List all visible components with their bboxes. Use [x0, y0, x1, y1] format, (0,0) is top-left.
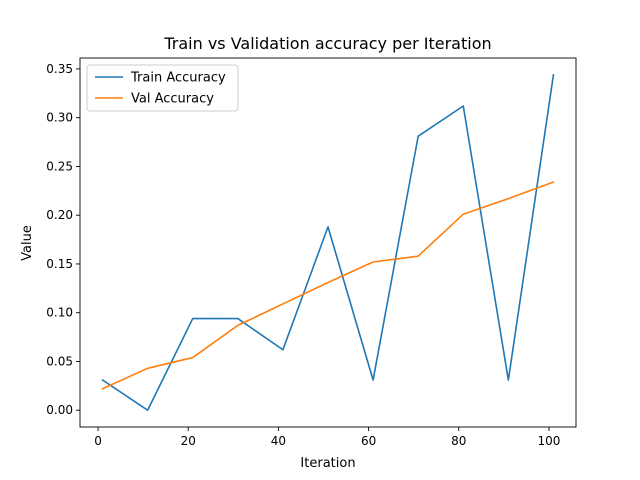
x-axis-label: Iteration — [300, 456, 355, 471]
x-tick-label: 40 — [271, 434, 286, 448]
series-line-1 — [101, 73, 555, 412]
legend-label-1: Train Accuracy — [130, 71, 226, 86]
y-tick-label: 0.15 — [46, 257, 73, 271]
x-tick-label: 80 — [451, 434, 466, 448]
y-tick-label: 0.20 — [46, 208, 73, 222]
x-tick-label: 20 — [181, 434, 196, 448]
y-tick-label: 0.05 — [46, 354, 73, 368]
y-tick-label: 0.30 — [46, 111, 73, 125]
axes-frame — [79, 57, 577, 428]
y-tick-label: 0.10 — [46, 306, 73, 320]
legend-label-2: Val Accuracy — [131, 92, 214, 107]
x-tick-label: 100 — [537, 434, 560, 448]
y-tick-label: 0.25 — [46, 159, 73, 173]
y-tick-label: 0.00 — [46, 403, 73, 417]
series-line-2 — [101, 181, 555, 390]
legend-box — [86, 64, 239, 112]
chart-title: Train vs Validation accuracy per Iterati… — [163, 34, 491, 53]
y-axis-label: Value — [20, 225, 35, 261]
plot-area — [101, 73, 555, 412]
x-tick-label: 0 — [94, 434, 102, 448]
legend: Train Accuracy Val Accuracy — [86, 64, 239, 112]
y-tick-label: 0.35 — [46, 62, 73, 76]
axes: 0 20 40 60 80 100 0.00 0.05 0.10 0.15 0.20 0.25 0.30… — [46, 57, 577, 448]
x-tick-label: 60 — [361, 434, 376, 448]
